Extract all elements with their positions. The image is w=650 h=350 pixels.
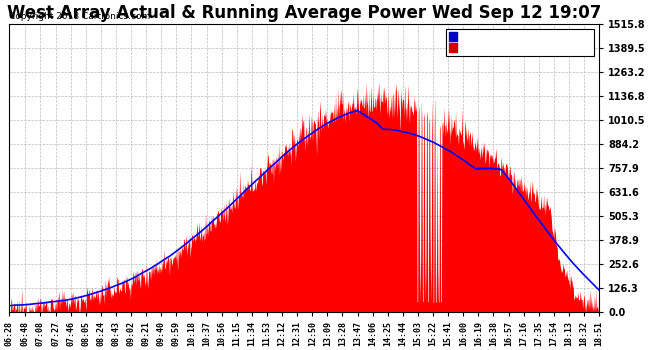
Title: West Array Actual & Running Average Power Wed Sep 12 19:07: West Array Actual & Running Average Powe… <box>6 4 601 22</box>
Text: Copyright 2018 Cartronics.com: Copyright 2018 Cartronics.com <box>8 12 150 21</box>
Legend: Average  (DC Watts), West Array  (DC Watts): Average (DC Watts), West Array (DC Watts… <box>446 29 594 56</box>
